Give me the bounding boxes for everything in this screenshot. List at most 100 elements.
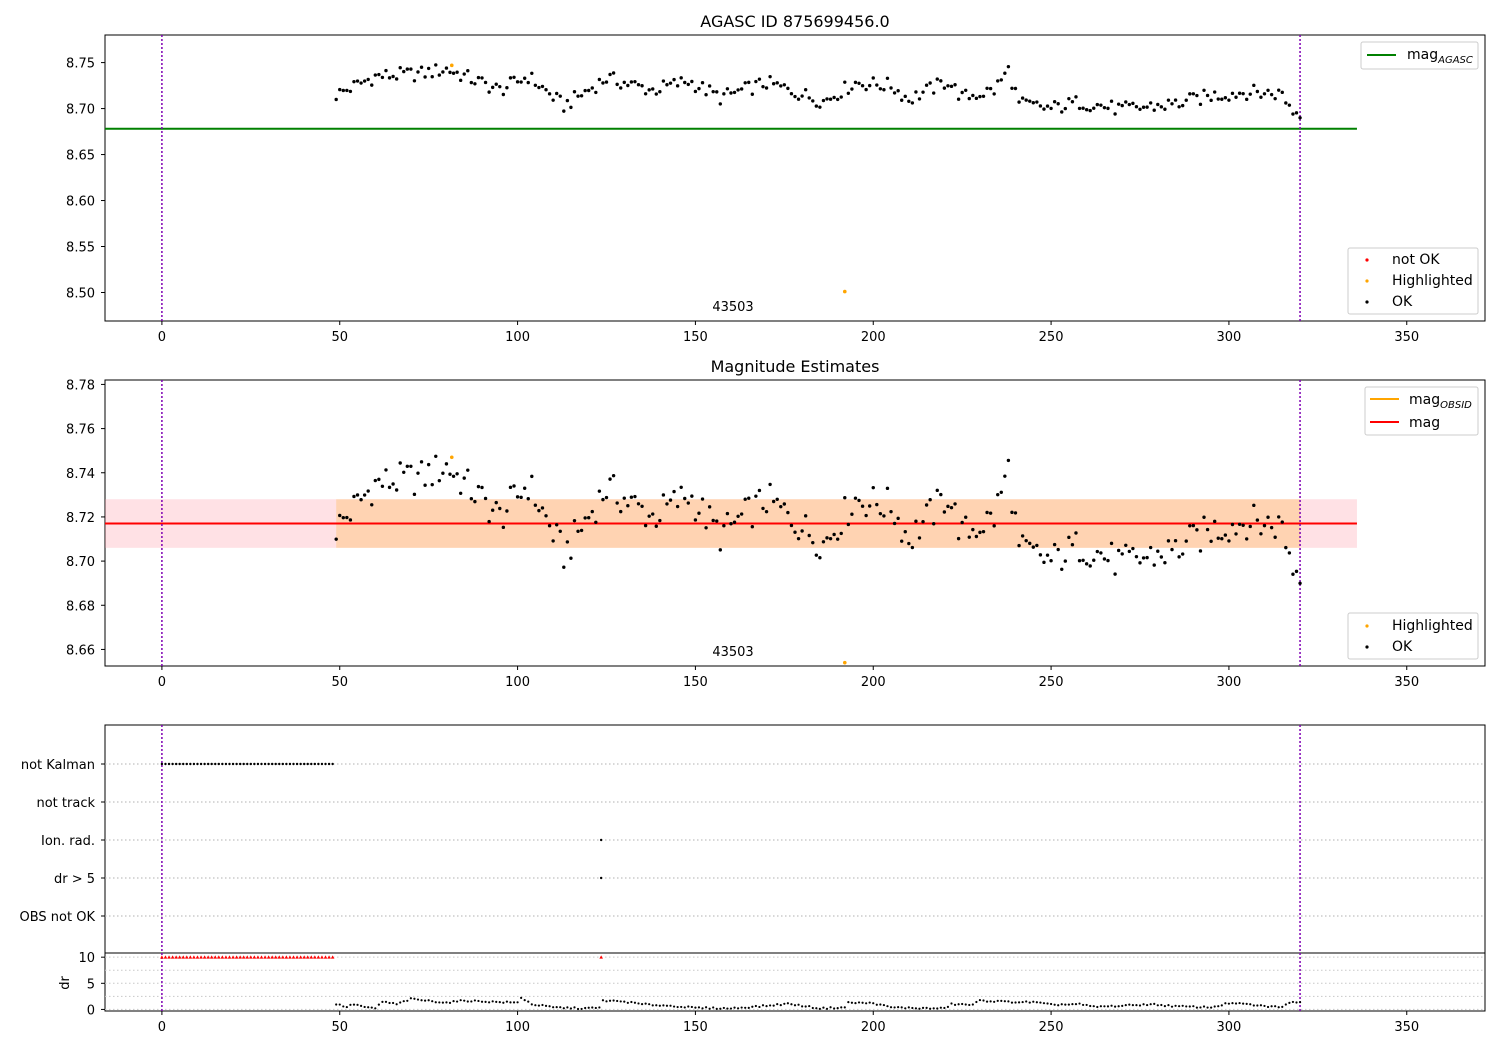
dr-point: [520, 996, 523, 999]
ok-point: [448, 472, 452, 476]
x-tick-label: 200: [861, 330, 886, 345]
y-tick-label: 8.75: [66, 57, 95, 72]
dr-capped-marker: [270, 955, 274, 959]
ok-point: [956, 536, 961, 541]
dr-capped-marker: [291, 955, 296, 959]
ok-point: [1259, 95, 1263, 99]
ok-point: [971, 527, 975, 532]
ok-point: [615, 501, 619, 505]
ok-point: [1237, 91, 1242, 95]
ok-point: [1234, 95, 1238, 99]
ok-point: [910, 101, 915, 105]
ok-point: [700, 497, 705, 501]
dr-point: [968, 1003, 971, 1007]
dr-point: [1224, 1002, 1227, 1005]
ok-point: [597, 77, 602, 82]
legend-marker-highlighted: [1365, 624, 1369, 628]
dr-capped-marker: [259, 955, 264, 959]
dr-point: [1060, 1003, 1063, 1006]
ok-point: [1195, 528, 1199, 532]
dr-capped-marker: [249, 955, 253, 959]
dr-point: [598, 1006, 601, 1009]
ok-point: [643, 523, 648, 528]
ok-point: [779, 84, 783, 88]
flag-point: [292, 762, 295, 766]
ok-point: [526, 80, 530, 85]
legend-label-mag: mag: [1409, 415, 1440, 431]
ok-point: [960, 520, 964, 525]
ok-point: [1138, 107, 1142, 111]
ok-point: [562, 565, 566, 569]
ok-point: [583, 516, 587, 520]
ok-point: [832, 95, 836, 100]
ok-point: [967, 535, 971, 539]
dr-point: [477, 999, 480, 1003]
dr-point: [801, 1005, 804, 1008]
ok-point: [839, 95, 843, 99]
dr-point: [1010, 1001, 1014, 1004]
ok-point: [867, 83, 872, 88]
ok-point: [611, 473, 616, 478]
dr-point: [391, 1001, 395, 1005]
ok-point: [519, 80, 523, 84]
ok-point: [693, 518, 698, 522]
ok-point: [882, 88, 886, 92]
ok-point: [341, 515, 345, 520]
dr-point: [1206, 1006, 1209, 1009]
dr-point: [402, 1000, 405, 1003]
panel-magnitude-estimates: Magnitude Estimates 8.66 8.68 8.70 8.72 8.74…: [66, 357, 1486, 690]
ok-point: [1170, 547, 1174, 552]
dr-point: [367, 1006, 370, 1009]
dr-point: [833, 1007, 836, 1010]
dr-point: [818, 1007, 821, 1010]
flag-point: [196, 762, 199, 766]
ok-point: [398, 66, 402, 70]
dr-point: [1277, 1006, 1280, 1009]
ok-point: [540, 506, 545, 510]
dr-point: [758, 1005, 761, 1009]
dr-point: [672, 1005, 676, 1008]
ok-point: [722, 523, 726, 528]
ok-point: [1245, 97, 1249, 102]
dr-point: [900, 1006, 903, 1009]
ok-point: [1081, 558, 1085, 562]
flag-point: [231, 762, 235, 766]
ok-point: [544, 88, 548, 92]
dr-capped-marker: [238, 955, 242, 959]
ok-point: [572, 518, 577, 523]
ok-point: [896, 89, 900, 93]
ok-point: [707, 505, 712, 509]
ok-point: [974, 96, 979, 101]
dr-point: [872, 1002, 875, 1005]
ok-point: [1145, 555, 1149, 560]
dr-point: [1281, 1005, 1284, 1008]
dr-point: [1181, 1004, 1184, 1007]
ok-point: [1291, 112, 1295, 116]
dr-point: [985, 1000, 989, 1003]
ok-point: [490, 85, 495, 90]
dr-point: [562, 1007, 565, 1010]
dr-point: [1199, 1006, 1202, 1009]
ok-point: [1092, 558, 1096, 562]
x-tick-label: 0: [158, 330, 166, 345]
ok-point: [1148, 101, 1153, 105]
ok-point: [964, 515, 968, 519]
ok-point: [587, 88, 591, 93]
ok-point: [1166, 98, 1171, 102]
ok-point: [572, 90, 577, 94]
dr-capped-marker: [302, 955, 306, 959]
ok-point: [444, 462, 449, 466]
ok-point: [498, 84, 502, 89]
dr-point: [772, 1004, 775, 1007]
ok-point: [782, 502, 787, 506]
x-tick-label: 350: [1394, 330, 1419, 345]
ok-point: [409, 464, 413, 468]
dr-capped-marker: [273, 955, 278, 959]
x-tick-label: 100: [505, 675, 530, 690]
ok-point: [355, 493, 360, 497]
ok-point: [1141, 556, 1146, 560]
ok-point: [651, 512, 655, 516]
dr-point: [704, 1006, 708, 1009]
dr-capped-marker: [160, 955, 164, 959]
ok-point: [366, 77, 370, 82]
